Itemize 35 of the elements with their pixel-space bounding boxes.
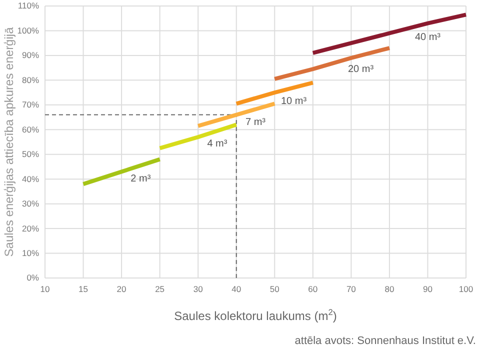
line-series (272, 46, 392, 81)
x-tick-label: 25 (155, 284, 165, 294)
series-label: 40 m³ (414, 32, 442, 44)
x-tick-label: 15 (78, 284, 88, 294)
series-label: 4 m³ (207, 138, 228, 150)
x-axis-title: Saules kolektoru laukums (m$^{2}$) (174, 307, 337, 323)
x-tick-label: 60 (308, 284, 318, 294)
x-tick-label: 50 (270, 284, 280, 294)
y-tick-label: 30% (22, 198, 40, 209)
y-tick-label: 70% (22, 100, 40, 110)
x-tick-label: 80 (384, 284, 394, 294)
line-series (310, 12, 468, 55)
x-tick-label: 10 (40, 284, 50, 294)
y-axis-title: Saules enerģijas attiecība apkures enerģijā (2, 26, 16, 257)
text: attēla avots: Sonnenhaus Institut e.V. (294, 335, 476, 347)
y-tick-label: 80% (22, 74, 40, 85)
y-tick-label: 0% (26, 272, 40, 283)
series-label: 10 m³ (280, 96, 308, 107)
y-tick-label: 10% (22, 248, 40, 258)
y-tick-label: 110% (18, 0, 40, 11)
y-tick-label: 50% (22, 149, 40, 160)
series-label: 20 m³ (348, 64, 374, 75)
series-label: 7 m³ (246, 117, 266, 128)
y-tick-label: 90% (22, 50, 40, 60)
x-tick-label: 70 (346, 284, 356, 294)
y-tick-label: 40% (22, 174, 40, 184)
x-tick-label: 100 (458, 284, 474, 294)
y-tick-label: 100% (17, 25, 40, 36)
x-tick-label: 20 (116, 284, 127, 294)
y-tick-label: 20% (22, 223, 40, 234)
y-tick-label: 60% (22, 124, 40, 134)
x-tick-label: 90 (422, 284, 433, 294)
x-tick-label: 40 (232, 284, 242, 294)
x-tick-label: 30 (193, 284, 204, 294)
series-label: 2 m³ (130, 173, 152, 184)
